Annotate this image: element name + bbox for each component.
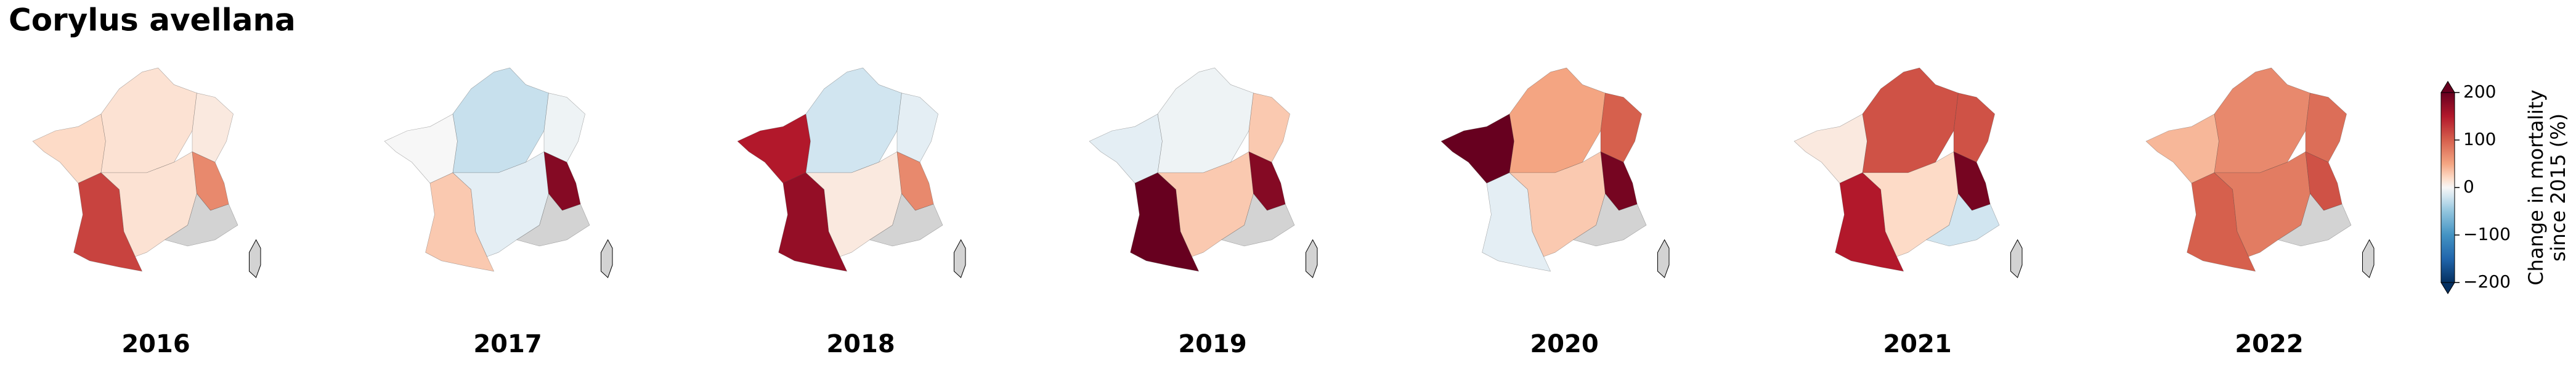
region (1953, 93, 1995, 163)
region (1089, 113, 1163, 184)
corsica (1306, 239, 1318, 278)
corsica (1657, 239, 1670, 278)
colorbar-label: Change in mortality (2524, 89, 2548, 285)
corsica (249, 239, 261, 278)
region (384, 113, 458, 184)
region (100, 67, 197, 173)
region (32, 113, 106, 184)
year-label: 2022 (2235, 330, 2303, 358)
region (778, 172, 848, 272)
region (516, 193, 590, 247)
colorbar-tick-label: 0 (2463, 176, 2474, 197)
colorbar-tick-label: 200 (2463, 81, 2496, 102)
region (737, 113, 811, 184)
region (1440, 113, 1514, 184)
region (1794, 113, 1867, 184)
region (2214, 67, 2310, 173)
region (192, 93, 234, 163)
colorbar-extend-min (2440, 282, 2455, 294)
figure-title: Corylus avellana (9, 2, 296, 38)
corsica (2362, 239, 2375, 278)
region (2277, 193, 2352, 247)
region (1248, 93, 1290, 163)
region (2305, 93, 2347, 163)
region (805, 67, 902, 173)
region (1130, 172, 1200, 272)
year-label: 2017 (473, 330, 542, 358)
colorbar-tick-label: 100 (2463, 129, 2496, 149)
region (1157, 67, 1254, 173)
corsica (2010, 239, 2023, 278)
region (1572, 193, 1647, 247)
corsica (954, 239, 966, 278)
region (1221, 193, 1295, 247)
region (164, 193, 238, 247)
year-label: 2016 (121, 330, 190, 358)
region (1600, 93, 1642, 163)
colorbar-tick-label: −200 (2463, 271, 2511, 292)
colorbar (2440, 92, 2455, 283)
corsica (601, 239, 613, 278)
region (896, 93, 938, 163)
region (1925, 193, 2000, 247)
region (1509, 67, 1606, 173)
colorbar-extend-max (2440, 81, 2455, 93)
colorbar-label: since 2015 (%) (2546, 113, 2570, 262)
year-label: 2018 (826, 330, 895, 358)
region (2145, 113, 2219, 184)
region (452, 67, 549, 173)
region (1862, 67, 1959, 173)
colorbar-tick-label: −100 (2463, 224, 2511, 244)
year-label: 2019 (1178, 330, 1246, 358)
year-label: 2020 (1530, 330, 1598, 358)
year-label: 2021 (1883, 330, 1951, 358)
region (543, 93, 585, 163)
region (869, 193, 943, 247)
